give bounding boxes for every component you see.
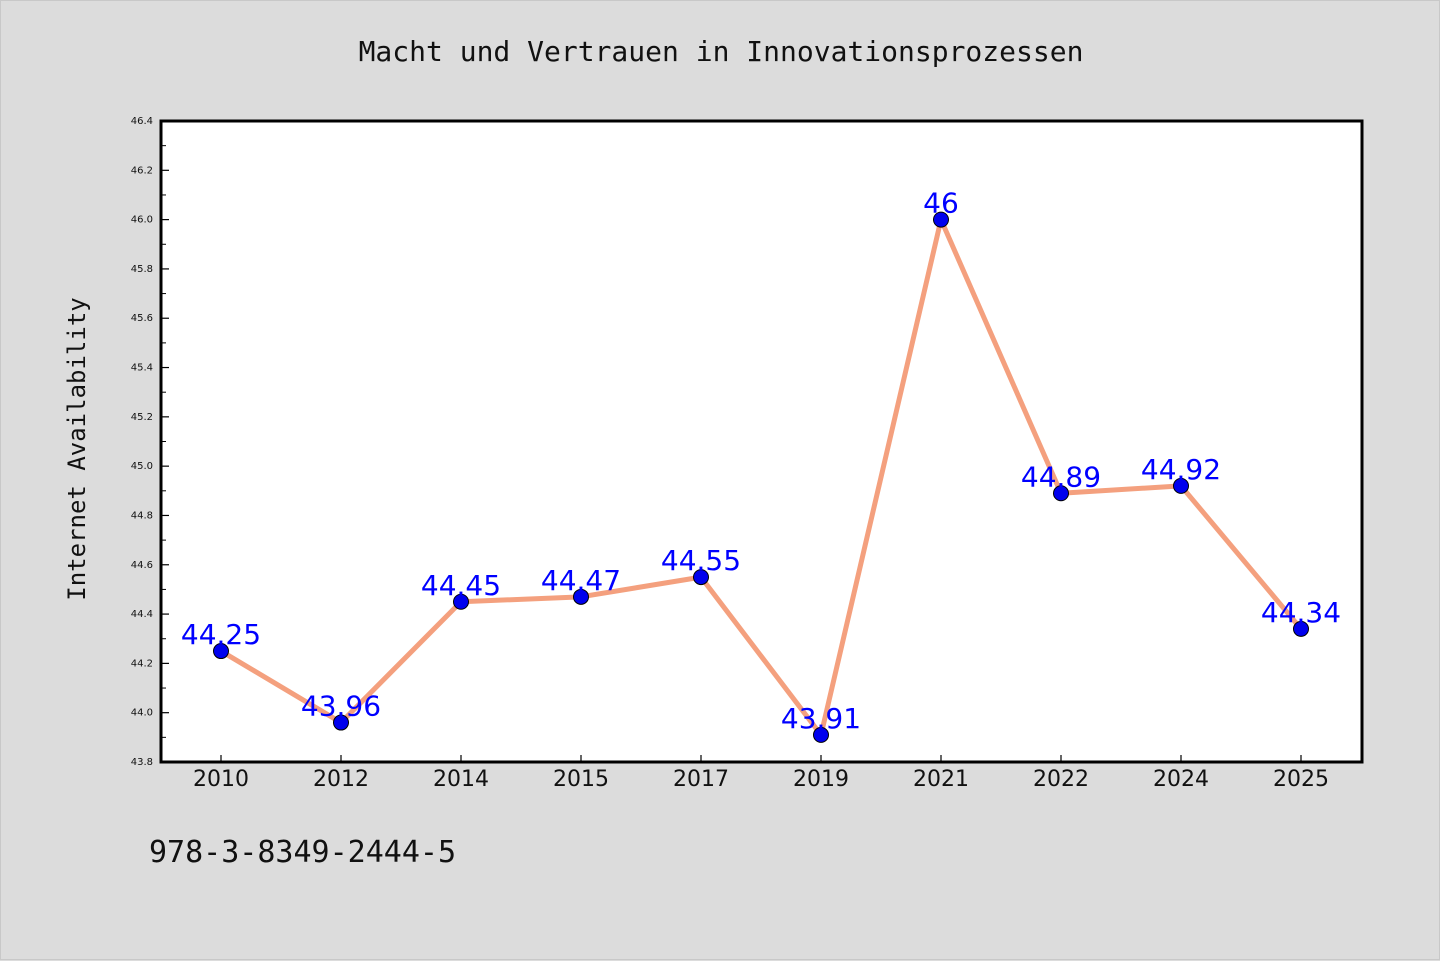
y-tick-label: 44.0 bbox=[131, 708, 153, 719]
y-tick-label: 46.2 bbox=[131, 165, 153, 176]
data-label: 44.89 bbox=[1021, 460, 1101, 493]
data-point bbox=[1293, 620, 1309, 637]
data-point bbox=[453, 593, 469, 610]
plot-area bbox=[159, 119, 1364, 764]
data-label: 44.55 bbox=[661, 544, 741, 577]
x-tick-label: 2017 bbox=[673, 767, 729, 792]
y-tick-label: 43.8 bbox=[131, 757, 153, 768]
y-tick-label: 44.2 bbox=[131, 658, 153, 669]
chart-title: Macht und Vertrauen in Innovationsprozes… bbox=[358, 35, 1084, 68]
x-axis-ticks: 2010 2012 2014 2015 2017 2019 2021 2022 2024 2025 bbox=[193, 755, 1329, 792]
y-tick-label: 45.2 bbox=[131, 412, 153, 423]
y-tick-label: 44.6 bbox=[131, 560, 153, 571]
data-point bbox=[333, 714, 349, 731]
y-tick-label: 45.8 bbox=[131, 264, 153, 275]
x-tick-label: 2014 bbox=[433, 767, 489, 792]
x-tick-label: 2022 bbox=[1033, 767, 1089, 792]
data-point bbox=[1053, 485, 1069, 502]
series-line bbox=[218, 217, 1304, 738]
data-point bbox=[693, 569, 709, 586]
x-tick-label: 2010 bbox=[193, 767, 249, 792]
data-point bbox=[933, 211, 949, 228]
data-point bbox=[813, 726, 829, 743]
series-layer bbox=[213, 211, 1309, 743]
x-tick-label: 2025 bbox=[1273, 767, 1329, 792]
y-tick-label: 45.0 bbox=[131, 461, 153, 472]
data-label: 44.92 bbox=[1141, 453, 1221, 486]
y-tick-label: 44.4 bbox=[131, 609, 153, 620]
data-point bbox=[213, 643, 229, 660]
data-label: 43.96 bbox=[301, 690, 381, 723]
y-tick-label: 45.6 bbox=[131, 313, 153, 324]
data-label: 44.25 bbox=[181, 618, 261, 651]
y-tick-label: 45.4 bbox=[131, 363, 153, 374]
y-tick-label: 46.0 bbox=[131, 215, 153, 226]
data-point bbox=[573, 588, 589, 605]
x-tick-label: 2012 bbox=[313, 767, 369, 792]
x-tick-label: 2024 bbox=[1153, 767, 1209, 792]
data-point bbox=[1173, 477, 1189, 494]
x-tick-label: 2015 bbox=[553, 767, 609, 792]
data-label: 44.45 bbox=[421, 569, 501, 602]
data-labels: 44.25 43.96 44.45 44.47 44.55 43.91 46 44.89 44.… bbox=[181, 187, 1341, 735]
x-tick-label: 2021 bbox=[913, 767, 969, 792]
isbn-text: 978-3-8349-2444-5 bbox=[149, 835, 457, 870]
data-label: 43.91 bbox=[781, 702, 861, 735]
y-tick-label: 46.4 bbox=[131, 116, 153, 127]
data-label: 44.34 bbox=[1261, 596, 1341, 629]
data-label: 44.47 bbox=[541, 564, 621, 597]
y-tick-label: 44.8 bbox=[131, 510, 153, 521]
y-axis-ticks: 43.8 44.0 44.2 44.4 44.6 44.8 45.0 45.2 45.4 45.6… bbox=[131, 116, 169, 768]
x-tick-label: 2019 bbox=[793, 767, 849, 792]
data-label: 46 bbox=[923, 187, 959, 220]
